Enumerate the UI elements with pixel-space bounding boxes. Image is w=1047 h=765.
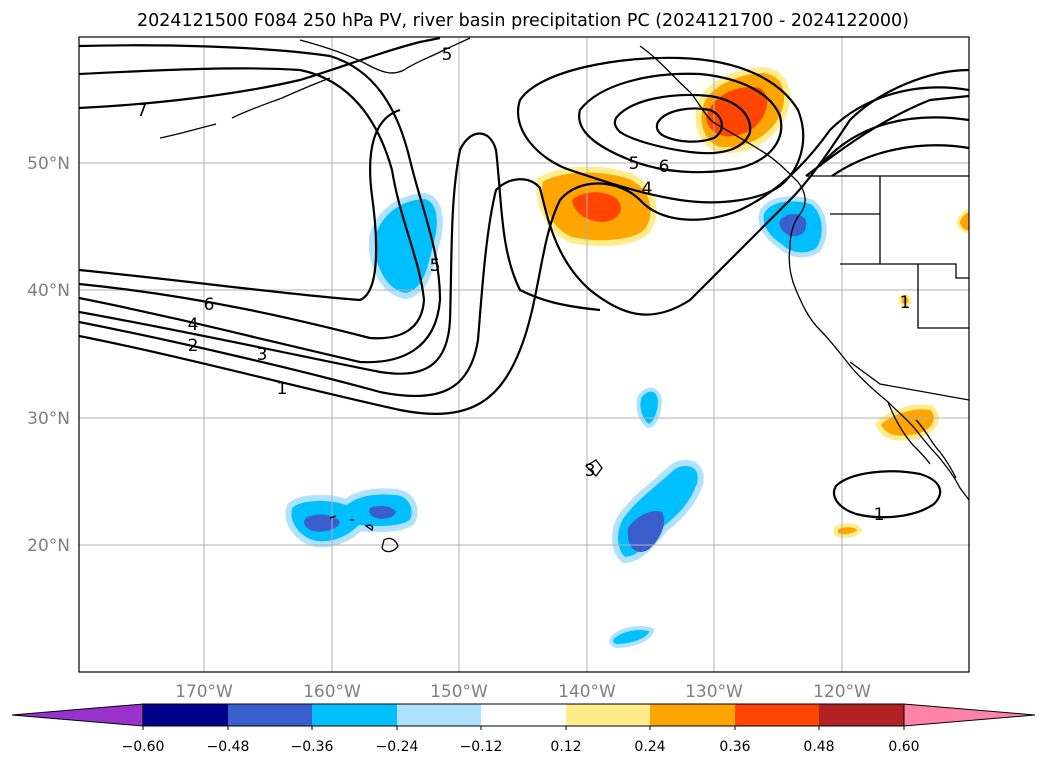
pv-contour-inner [578,72,783,174]
hawaiian-islands [329,515,399,553]
colorbar-extend-high [903,703,1036,727]
colorbar-tick-label: −0.36 [291,739,334,755]
contour-label: 1 [900,293,911,313]
colorbar-segment [228,704,312,726]
contour-label: 1 [874,505,885,525]
pv-contour-4 [79,108,401,302]
pv-contour-1 [79,86,969,415]
alaska-coastline [159,37,471,139]
colorbar-segment [143,704,228,726]
graticule [79,37,969,672]
colorbar-tick-label: 0.36 [719,739,750,755]
pv-contour-inner [613,93,752,155]
colorbar-tick-label: 0.60 [888,739,919,755]
colorbar-tick-label: −0.24 [376,739,419,755]
contour-label: 3 [257,345,268,365]
lon-tick-label: 120°W [813,682,871,702]
lat-tick-label: 20°N [27,536,70,556]
positive-pc-region [834,523,863,539]
colorbar: −0.60 −0.48 −0.36 −0.24 −0.12 0.12 0.24 0.36 0.4… [11,703,1036,755]
contour-label: 7 [137,101,148,121]
colorbar-tick-label: 0.12 [550,739,581,755]
negative-pc-core [303,514,340,532]
colorbar-segment [566,704,650,726]
colorbar-outline [142,703,905,727]
colorbar-segment [819,704,904,726]
contour-label: 4 [642,179,653,199]
lon-tick-label: 130°W [685,682,743,702]
contour-label: 5 [442,45,453,65]
contour-label: 2 [188,336,199,356]
positive-pc-region [875,404,939,441]
pv-contour-east [805,94,969,177]
colorbar-tick-label: −0.48 [207,739,250,755]
colorbar-tick-label: −0.60 [122,739,165,755]
colorbar-tick-label: 0.48 [803,739,834,755]
positive-pc-core [572,192,621,222]
axis-ticks: 170°W 160°W 150°W 140°W 130°W 120°W 20°N 30°N 40… [27,154,871,702]
negative-pc-core [779,214,807,237]
contour-label: 1 [277,379,288,399]
guadalupe-island [584,459,603,477]
contour-label: 5 [430,256,441,276]
state-borders [830,176,969,401]
contour-label: 4 [188,315,199,335]
colorbar-tick-label: 0.24 [634,739,665,755]
pv-contour-3 [79,132,601,375]
north-america-coastline [639,45,969,501]
pv-contour-inner [655,107,723,143]
pv-contour-6 [79,67,426,340]
contour-label: 6 [659,157,670,177]
colorbar-segment [650,704,735,726]
colorbar-segment [312,704,397,726]
colorbar-extend-low [11,703,144,727]
pv-contour-5 [79,44,442,364]
negative-pc-core [627,510,665,552]
lat-tick-label: 30°N [27,409,70,429]
map-frame [78,36,970,673]
negative-pc-region [609,626,655,649]
baja-peninsula [887,401,957,479]
colorbar-tick-label: −0.12 [460,739,503,755]
positive-pc-region [898,294,912,307]
pv-contour-subtropical [832,470,942,519]
colorbar-segment [481,704,566,726]
contour-label: 5 [629,154,640,174]
pv-contour-7 [79,37,441,110]
lon-tick-label: 160°W [303,682,361,702]
lon-tick-label: 150°W [430,682,488,702]
positive-pc-region [956,208,969,234]
colorbar-segment [735,704,819,726]
contour-label: 6 [204,295,215,315]
lon-tick-label: 140°W [558,682,616,702]
chart-title: 2024121500 F084 250 hPa PV, river basin … [137,11,909,31]
contour-label: 3 [585,461,596,481]
pv-contour-inner [517,56,805,204]
negative-pc-region [368,192,443,300]
lon-tick-label: 170°W [175,682,233,702]
lat-tick-label: 40°N [27,281,70,301]
lat-tick-label: 50°N [27,154,70,174]
pv-contours [79,37,969,519]
colorbar-segment [397,704,481,726]
negative-pc-region [636,387,663,429]
negative-pc-core [369,505,396,519]
